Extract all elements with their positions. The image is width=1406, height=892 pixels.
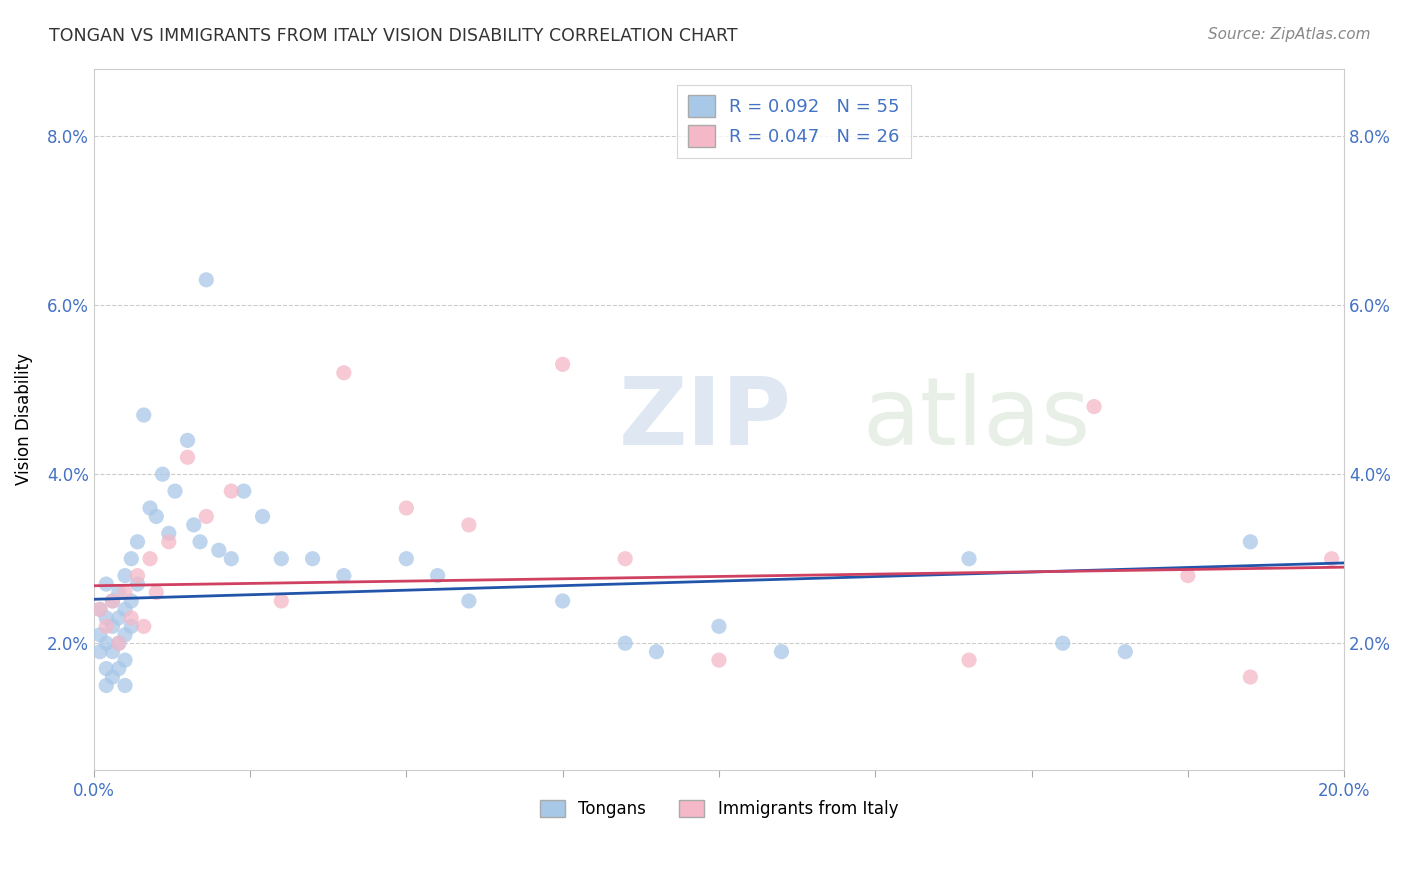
Point [101, 594, 124, 608]
Point [707, 619, 730, 633]
Point [120, 551, 142, 566]
Point [645, 645, 668, 659]
Point [101, 645, 124, 659]
Point [145, 509, 167, 524]
Text: Source: ZipAtlas.com: Source: ZipAtlas.com [1208, 27, 1371, 42]
Point [252, 509, 274, 524]
Point [139, 501, 162, 516]
Point [114, 678, 136, 692]
Point [120, 611, 142, 625]
Point [707, 653, 730, 667]
Point [114, 628, 136, 642]
Point [457, 517, 479, 532]
Point [152, 467, 174, 482]
Point [145, 585, 167, 599]
Point [614, 636, 637, 650]
Point [96, 678, 118, 692]
Point [221, 551, 243, 566]
Point [89, 628, 111, 642]
Point [551, 357, 574, 371]
Point [132, 408, 155, 422]
Point [270, 551, 292, 566]
Point [114, 585, 136, 599]
Point [395, 551, 418, 566]
Point [176, 434, 198, 448]
Point [127, 568, 149, 582]
Point [1239, 534, 1261, 549]
Point [208, 543, 231, 558]
Point [195, 273, 218, 287]
Point [551, 594, 574, 608]
Point [107, 636, 129, 650]
Point [127, 577, 149, 591]
Point [395, 501, 418, 516]
Point [107, 662, 129, 676]
Point [188, 534, 211, 549]
Point [333, 366, 356, 380]
Point [1083, 400, 1105, 414]
Point [1320, 551, 1343, 566]
Point [120, 619, 142, 633]
Point [101, 619, 124, 633]
Point [157, 534, 180, 549]
Point [614, 551, 637, 566]
Point [221, 484, 243, 499]
Point [96, 577, 118, 591]
Point [114, 653, 136, 667]
Text: atlas: atlas [863, 373, 1091, 466]
Point [96, 611, 118, 625]
Point [96, 619, 118, 633]
Point [426, 568, 449, 582]
Point [127, 534, 149, 549]
Point [89, 602, 111, 616]
Point [270, 594, 292, 608]
Point [957, 653, 980, 667]
Point [107, 611, 129, 625]
Point [89, 602, 111, 616]
Point [1177, 568, 1199, 582]
Point [101, 670, 124, 684]
Point [89, 645, 111, 659]
Point [96, 636, 118, 650]
Text: ZIP: ZIP [619, 373, 792, 466]
Point [957, 551, 980, 566]
Point [96, 662, 118, 676]
Point [139, 551, 162, 566]
Point [163, 484, 186, 499]
Point [176, 450, 198, 465]
Point [232, 484, 254, 499]
Point [1052, 636, 1074, 650]
Legend: Tongans, Immigrants from Italy: Tongans, Immigrants from Italy [533, 793, 905, 825]
Point [120, 594, 142, 608]
Point [157, 526, 180, 541]
Point [101, 594, 124, 608]
Point [457, 594, 479, 608]
Point [107, 585, 129, 599]
Point [1239, 670, 1261, 684]
Point [107, 636, 129, 650]
Point [301, 551, 323, 566]
Text: TONGAN VS IMMIGRANTS FROM ITALY VISION DISABILITY CORRELATION CHART: TONGAN VS IMMIGRANTS FROM ITALY VISION D… [49, 27, 738, 45]
Point [183, 517, 205, 532]
Point [132, 619, 155, 633]
Point [114, 602, 136, 616]
Y-axis label: Vision Disability: Vision Disability [15, 353, 32, 485]
Point [770, 645, 793, 659]
Point [195, 509, 218, 524]
Point [1114, 645, 1136, 659]
Point [114, 568, 136, 582]
Point [333, 568, 356, 582]
